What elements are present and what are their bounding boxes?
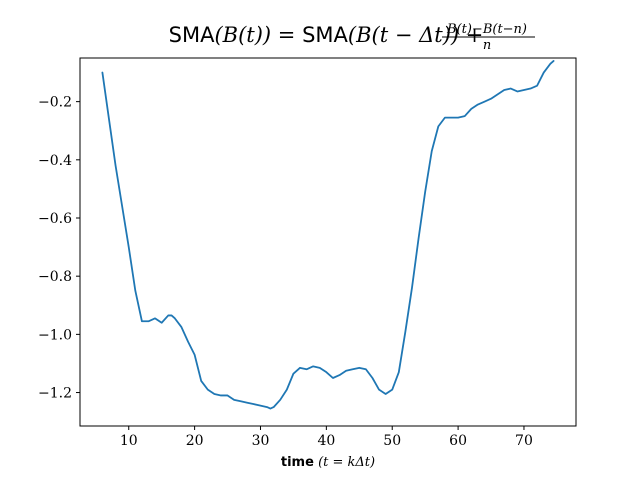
x-axis-label-rest: (t = kΔt) xyxy=(314,455,375,470)
chart-title: SMA(B(t)) = SMA(B(t − Δt)) + xyxy=(169,23,484,47)
x-axis-label: time (t = kΔt) xyxy=(281,455,375,470)
series-line xyxy=(101,60,555,410)
title-fraction-denominator: n xyxy=(483,38,491,53)
x-tick-label: 20 xyxy=(186,433,204,449)
title-fraction: B(t)−B(t−n) n xyxy=(442,22,535,53)
title-fraction-numerator: B(t)−B(t−n) xyxy=(446,22,527,37)
title-rhs-arg: (B(t − Δt)) + xyxy=(348,23,483,47)
title-lhs-func: SMA xyxy=(169,23,215,47)
x-tick-label: 60 xyxy=(449,433,467,449)
y-tick-label: −0.4 xyxy=(38,153,72,169)
x-tick-label: 30 xyxy=(252,433,270,449)
y-axis-ticks: −1.2 −1.0 −0.8 −0.6 −0.4 −0.2 xyxy=(38,95,80,402)
x-tick-label: 70 xyxy=(515,433,533,449)
y-tick-label: −0.8 xyxy=(38,269,72,285)
y-tick-label: −0.6 xyxy=(38,211,72,227)
x-axis-label-bold: time xyxy=(281,455,314,470)
title-eq: = xyxy=(271,23,302,47)
x-tick-label: 10 xyxy=(120,433,138,449)
x-tick-label: 40 xyxy=(317,433,335,449)
y-tick-label: −1.2 xyxy=(38,386,72,402)
x-axis-ticks: 10 20 30 40 50 60 70 xyxy=(120,426,533,449)
y-tick-label: −1.0 xyxy=(38,327,72,343)
title-rhs-func: SMA xyxy=(302,23,348,47)
x-tick-label: 50 xyxy=(383,433,401,449)
plot-area-frame xyxy=(79,57,577,427)
y-tick-label: −0.2 xyxy=(38,95,72,111)
title-lhs-arg: (B(t)) xyxy=(214,23,271,47)
